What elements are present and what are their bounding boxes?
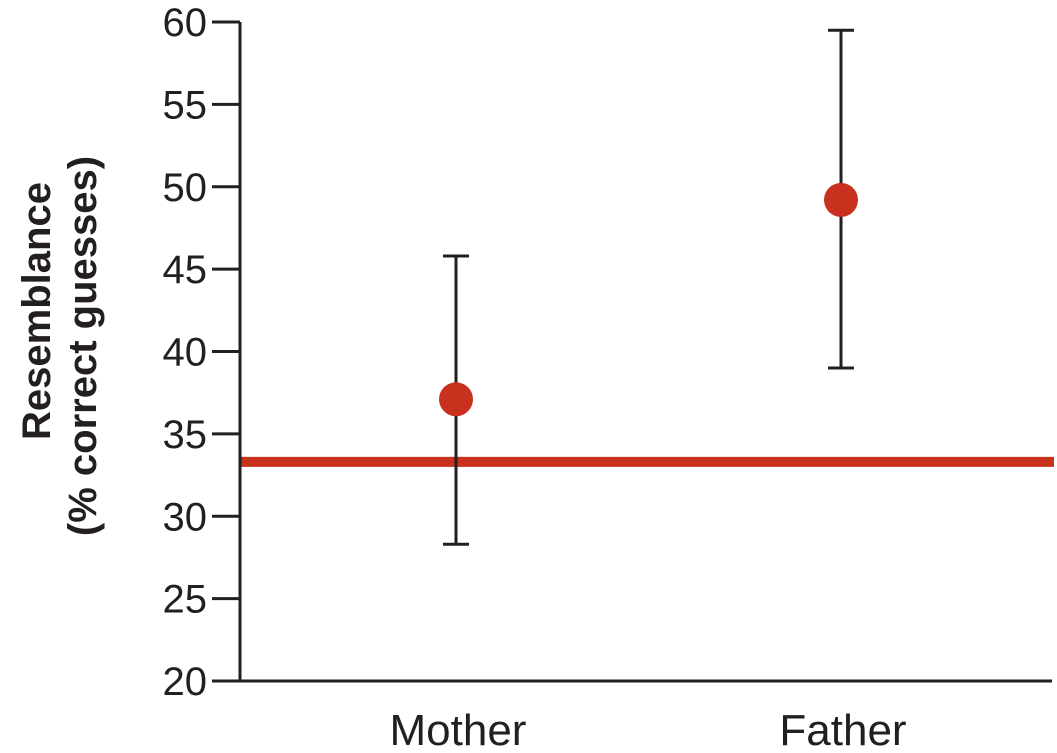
category-label-layer: Mother Father xyxy=(390,706,907,753)
y-axis-title-line-1: Resemblance xyxy=(15,182,59,440)
y-axis: 20 25 30 35 40 45 50 55 60 xyxy=(163,1,242,704)
y-tick-label: 40 xyxy=(163,331,208,375)
data-point-father xyxy=(824,182,858,217)
x-category-label-mother: Mother xyxy=(390,706,527,753)
y-axis-title: Resemblance (% correct guesses) xyxy=(15,156,105,536)
data-point-mother xyxy=(439,382,473,417)
y-tick-label: 30 xyxy=(163,495,208,539)
y-tick-label: 45 xyxy=(163,248,208,292)
y-tick-label: 60 xyxy=(163,1,208,45)
y-tick-label: 35 xyxy=(163,413,208,457)
y-tick-label: 50 xyxy=(163,166,208,210)
y-tick-label: 25 xyxy=(163,578,208,622)
y-axis-title-line-2: (% correct guesses) xyxy=(61,156,105,536)
y-tick-label: 55 xyxy=(163,83,208,127)
x-category-label-father: Father xyxy=(779,706,906,753)
point-layer xyxy=(439,182,858,417)
y-tick-label: 20 xyxy=(163,660,208,704)
error-bar-layer xyxy=(443,28,854,546)
